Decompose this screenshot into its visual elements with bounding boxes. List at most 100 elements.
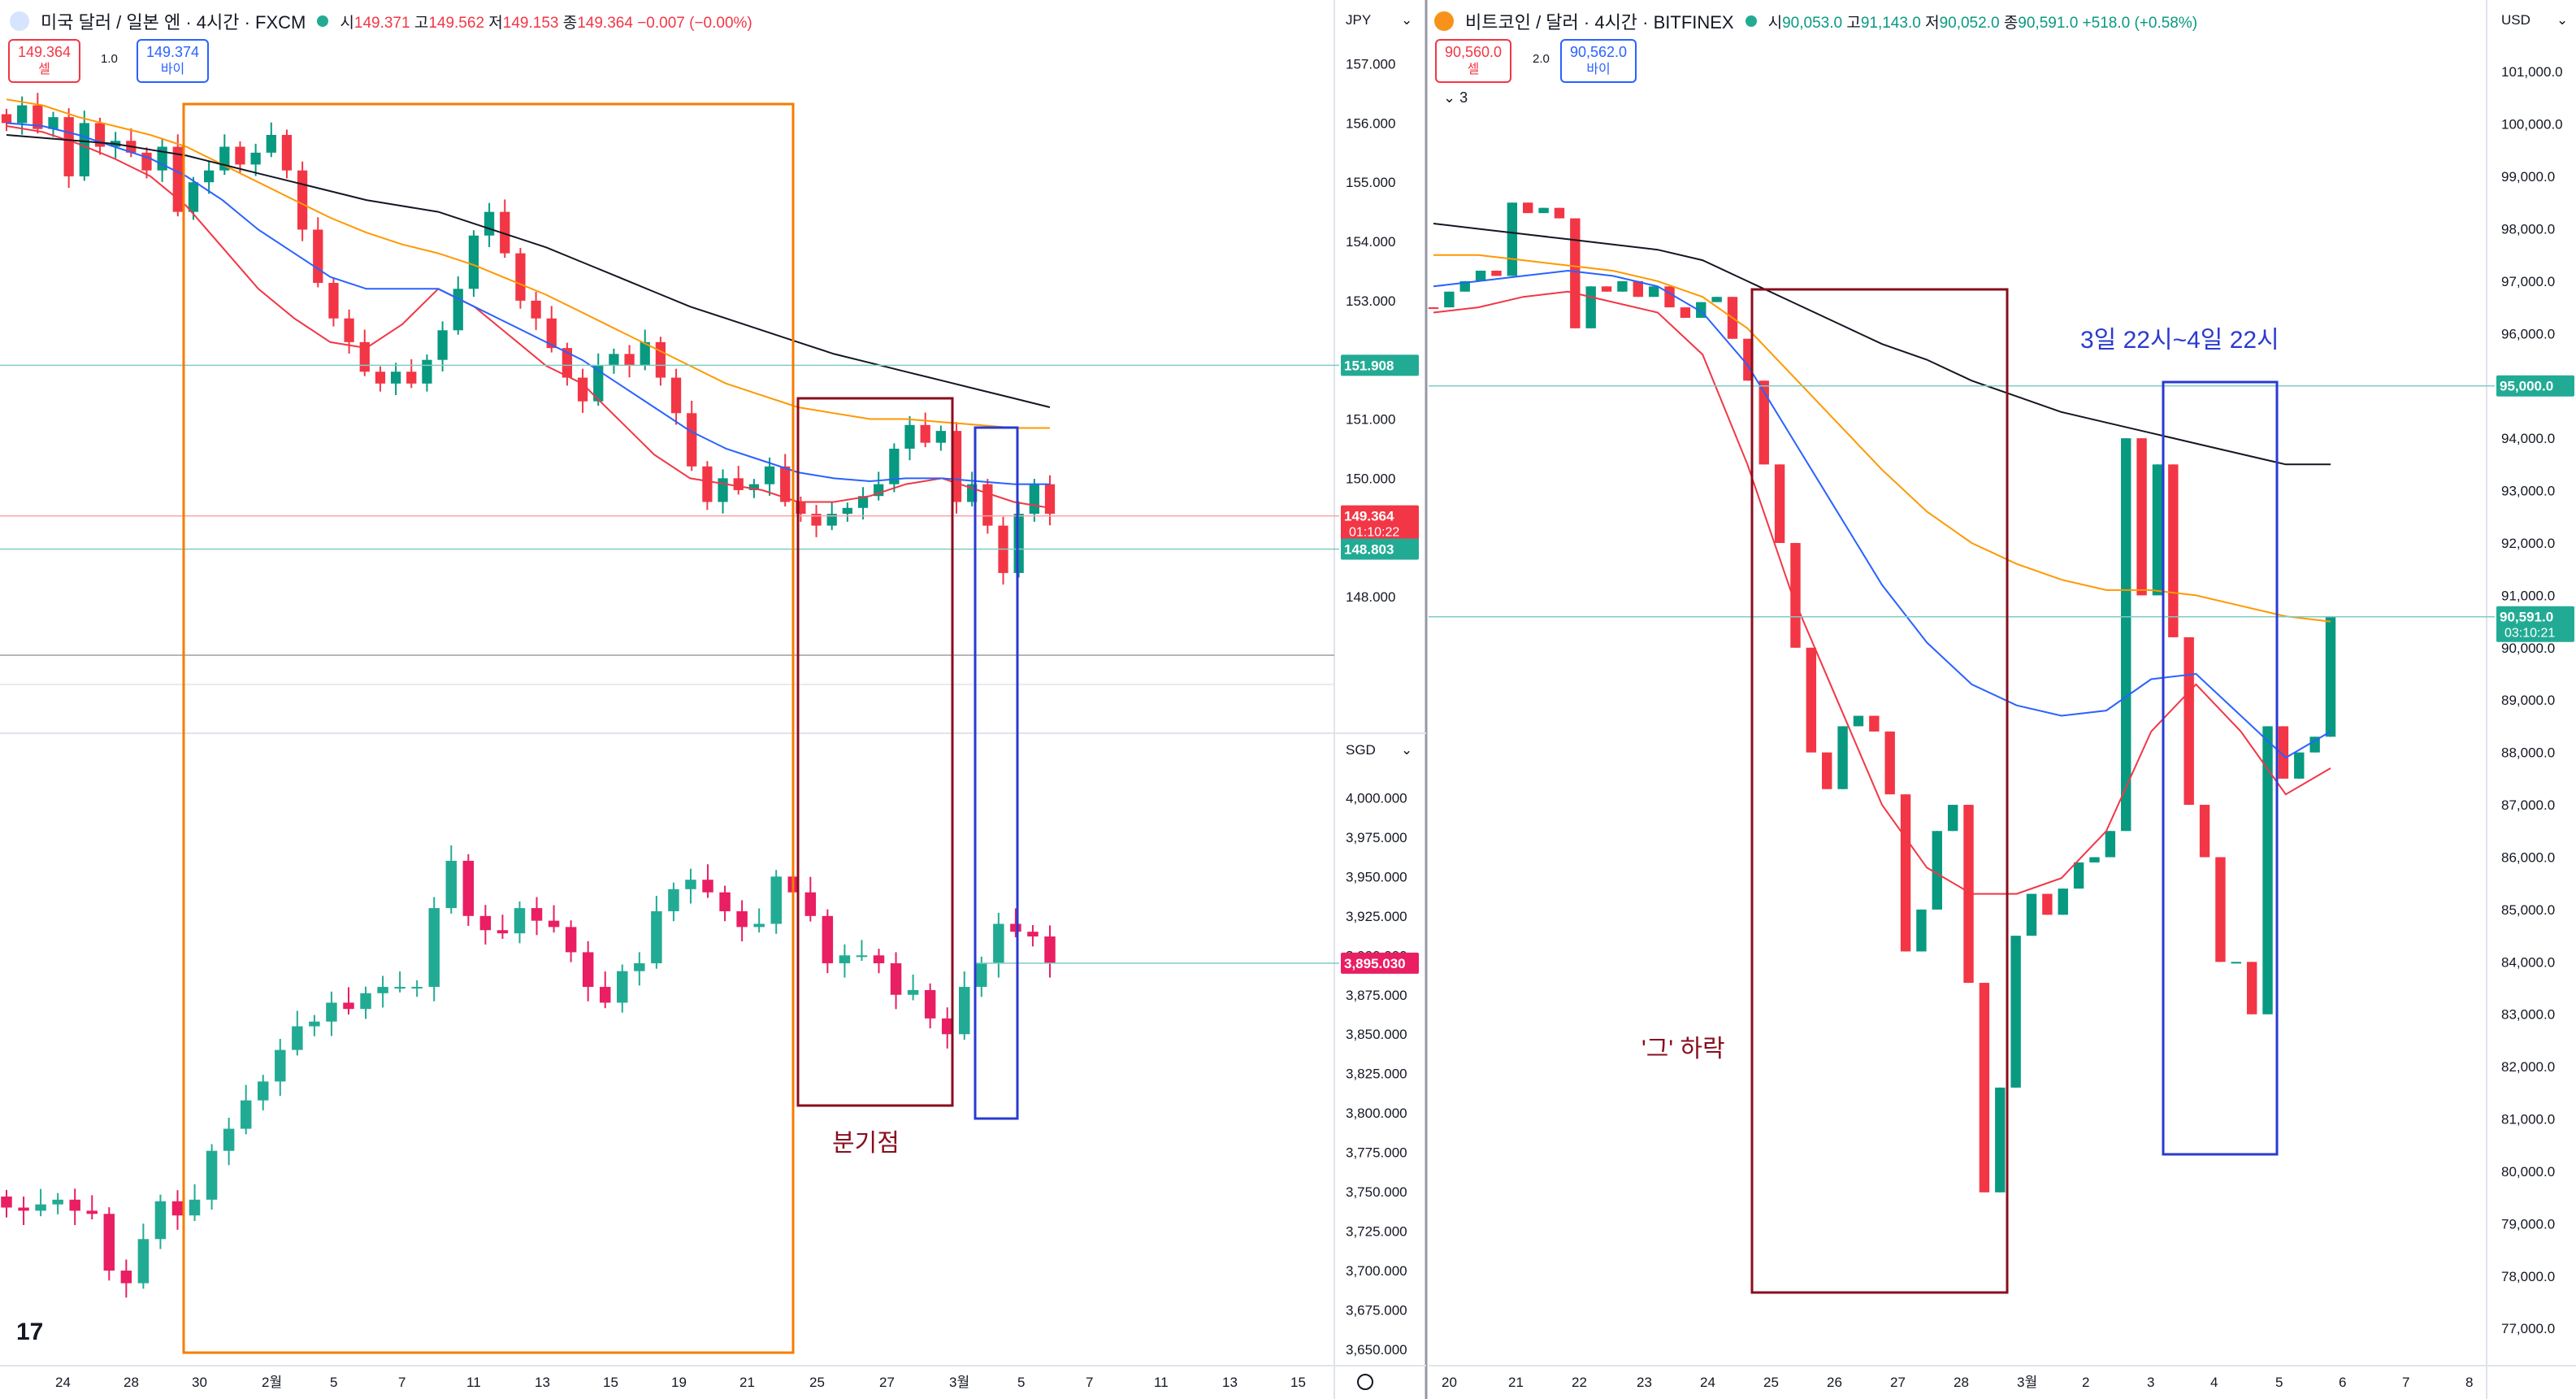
candle-body — [1979, 983, 1990, 1193]
currency-label: JPY — [1346, 12, 1371, 28]
y-tick-label: 157.000 — [1346, 57, 1395, 72]
candle-body — [1570, 218, 1581, 328]
price-label-badge — [1341, 538, 1419, 560]
x-tick-label: 11 — [1154, 1375, 1169, 1390]
candle-body — [640, 341, 650, 366]
candle-body — [514, 908, 526, 934]
candle-body — [515, 253, 526, 301]
candle-body — [223, 1128, 235, 1151]
candle-body — [1837, 726, 1848, 789]
y-tick-label: 3,850.000 — [1346, 1027, 1407, 1042]
candle-body — [428, 908, 440, 988]
candle-body — [206, 1150, 218, 1200]
y-tick-label: 89,000.0 — [2501, 693, 2555, 708]
candle-body — [1044, 936, 1056, 963]
candle-body — [670, 377, 682, 414]
candle-body — [924, 989, 936, 1019]
time-range-annotation: 3일 22시~4일 22시 — [2080, 327, 2279, 354]
candle-body — [764, 466, 775, 484]
candle-body — [2231, 962, 2241, 964]
candle-body — [235, 146, 245, 165]
x-tick-label: 27 — [879, 1375, 895, 1390]
candle-body — [141, 152, 152, 171]
candle-body — [1444, 291, 1455, 308]
moving-average-line-blue — [1433, 269, 2331, 759]
branch-point-annotation: 분기점 — [832, 1130, 900, 1157]
y-tick-label: 82,000.0 — [2501, 1059, 2555, 1075]
left-buy-button[interactable]: 149.374 바이 — [137, 39, 210, 83]
price-label-badge — [1341, 354, 1419, 376]
moving-average-line-red — [1433, 290, 2331, 895]
candle-body — [548, 920, 560, 928]
candle-body — [685, 880, 696, 889]
y-tick-label: 3,800.000 — [1346, 1106, 1407, 1121]
left-symbol-title[interactable]: 미국 달러 / 일본 엔 · 4시간 · FXCM — [41, 12, 306, 33]
candle-body — [904, 424, 915, 449]
candle-body — [907, 989, 919, 995]
candle-body — [137, 1239, 150, 1284]
indicators-collapse-toggle[interactable]: ⌄ 3 — [1443, 89, 1468, 106]
y-tick-label: 77,000.0 — [2501, 1321, 2555, 1336]
candle-body — [2184, 637, 2194, 806]
candle-body — [33, 105, 43, 129]
candle-body — [275, 1049, 286, 1082]
left-symbol-header[interactable]: 미국 달러 / 일본 엔 · 4시간 · FXCM 시149.371 고149.… — [10, 8, 752, 34]
candle-body — [624, 354, 635, 366]
y-tick-label: 100,000.0 — [2501, 117, 2563, 133]
x-tick-label: 23 — [1637, 1375, 1652, 1390]
annotation-box-maroon — [796, 397, 954, 1107]
candle-body — [748, 484, 760, 490]
annotation-box-maroon — [1750, 288, 2009, 1294]
x-tick-label: 3월 — [2017, 1375, 2037, 1390]
candle-body — [1491, 270, 1502, 276]
price-label-badge — [2496, 606, 2574, 642]
x-tick-label: 21 — [739, 1375, 755, 1390]
candle-body — [531, 908, 543, 921]
y-tick-label: 87,000.0 — [2501, 797, 2555, 813]
candle-body — [565, 927, 577, 953]
y-tick-label: 97,000.0 — [2501, 274, 2555, 289]
y-tick-label: 155.000 — [1346, 175, 1395, 190]
candle-body — [1711, 297, 1722, 302]
candle-body — [2215, 857, 2226, 962]
candle-body — [2152, 464, 2163, 596]
right-symbol-title[interactable]: 비트코인 / 달러 · 4시간 · BITFINEX — [1465, 12, 1734, 33]
candle-body — [736, 910, 748, 928]
candle-body — [297, 170, 308, 230]
price-label-value: 3,895.030 — [1344, 956, 1406, 971]
candle-body — [1963, 805, 1974, 984]
candle-body — [1554, 207, 1565, 219]
price-label-value: 148.803 — [1344, 542, 1394, 558]
candle-body — [839, 955, 851, 963]
x-tick-label: 7 — [2402, 1375, 2409, 1390]
right-symbol-header[interactable]: 비트코인 / 달러 · 4시간 · BITFINEX 시90,053.0 고91… — [1434, 8, 2197, 34]
candle-body — [2199, 805, 2210, 858]
y-tick-label: 151.000 — [1346, 412, 1395, 428]
candle-body — [172, 146, 183, 212]
candle-body — [1995, 1087, 2006, 1193]
right-sell-button[interactable]: 90,560.0 셀 — [1435, 39, 1512, 83]
candle-body — [920, 424, 930, 443]
left-spread: 1.0 — [101, 52, 118, 66]
candle-body — [103, 1214, 115, 1271]
chevron-down-icon: ⌄ — [1401, 742, 1412, 758]
candle-body — [18, 1207, 29, 1211]
left-sell-button[interactable]: 149.364 셀 — [8, 39, 81, 83]
candle-body — [719, 892, 731, 911]
moving-average-line-black — [6, 134, 1051, 408]
y-tick-label: 3,650.000 — [1346, 1342, 1407, 1358]
candle-body — [484, 211, 495, 236]
x-tick-label: 24 — [1700, 1375, 1715, 1390]
right-spread: 2.0 — [1533, 52, 1550, 66]
candle-body — [959, 987, 970, 1035]
candle-body — [497, 930, 509, 934]
right-buy-button[interactable]: 90,562.0 바이 — [1560, 39, 1637, 83]
candle-body — [2294, 752, 2305, 779]
y-tick-label: 84,000.0 — [2501, 954, 2555, 970]
candle-body — [1538, 207, 1549, 214]
y-tick-label: 3,975.000 — [1346, 830, 1407, 845]
candle-body — [69, 1199, 80, 1211]
price-label-value: 151.908 — [1344, 358, 1394, 373]
candle-body — [890, 962, 902, 995]
